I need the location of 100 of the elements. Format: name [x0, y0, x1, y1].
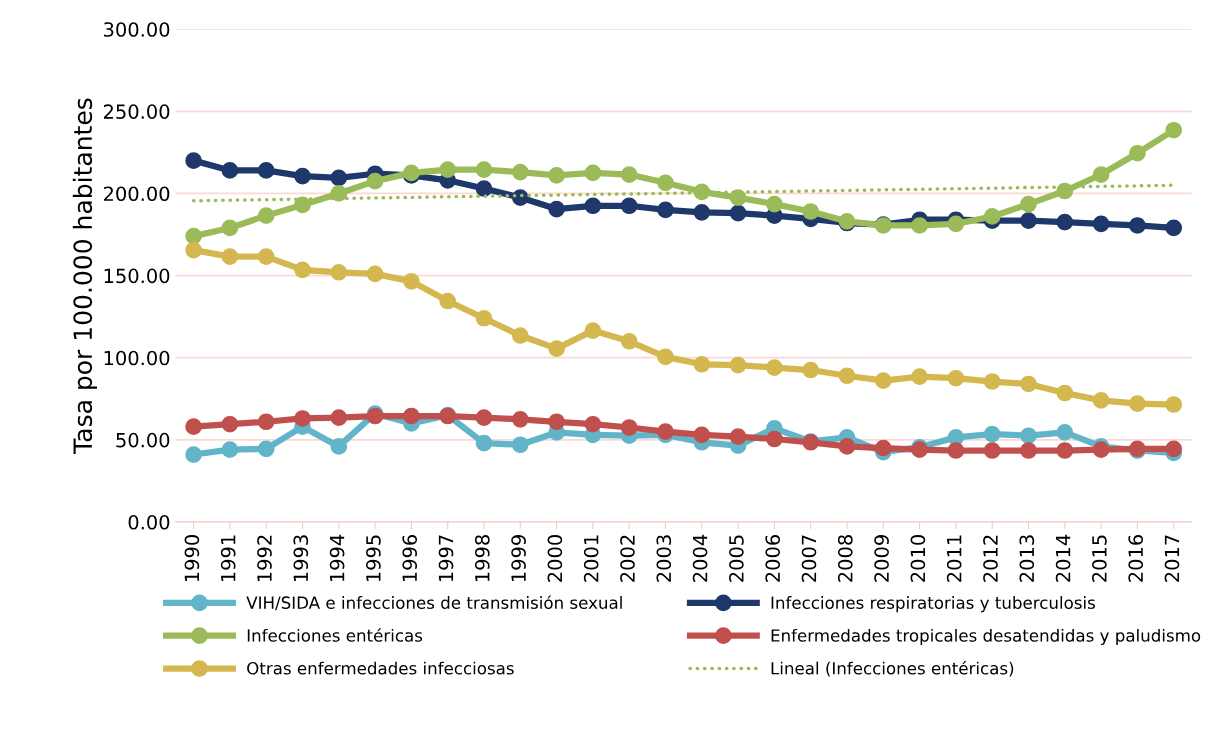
point	[1020, 375, 1037, 393]
point	[584, 322, 602, 339]
point	[475, 161, 493, 178]
x-tick-label: 1995	[366, 535, 381, 582]
point	[511, 436, 529, 454]
point	[1092, 166, 1110, 183]
point	[729, 204, 747, 222]
point	[294, 196, 311, 214]
point	[548, 413, 565, 431]
point	[221, 162, 239, 179]
y-axis-title: Tasa por 100.000 habitantes	[72, 98, 97, 454]
point	[1129, 395, 1146, 413]
x-tick-label: 2009	[874, 535, 889, 582]
point	[693, 204, 711, 221]
point	[548, 167, 565, 184]
point	[766, 195, 783, 213]
x-tick-label: 1998	[474, 535, 490, 582]
point	[185, 152, 202, 169]
point	[947, 215, 965, 233]
point	[584, 164, 602, 182]
point	[330, 438, 348, 455]
point	[257, 162, 275, 179]
point	[693, 355, 711, 373]
legend-label: Otras enfermedades infecciosas	[247, 661, 514, 675]
point	[1092, 392, 1110, 409]
point	[403, 272, 420, 290]
x-tick-label: 1994	[329, 534, 345, 582]
x-tick-label: 2017	[1164, 535, 1180, 582]
point	[620, 419, 638, 436]
point	[584, 415, 602, 433]
point	[257, 248, 275, 266]
x-tick-label: 2008	[837, 535, 853, 582]
point	[475, 434, 493, 452]
x-tick-label: 1990	[184, 535, 200, 582]
y-tick-label: 250.00	[103, 104, 170, 119]
point	[548, 340, 565, 358]
point	[511, 410, 529, 428]
x-tick-label: 2012	[983, 535, 998, 582]
x-tick-label: 1992	[257, 535, 272, 582]
point	[294, 410, 311, 427]
point	[1056, 424, 1074, 441]
point	[221, 248, 239, 266]
point	[947, 442, 965, 459]
point	[403, 407, 420, 425]
x-tick-label: 2016	[1128, 534, 1144, 582]
x-tick-label: 2000	[547, 535, 563, 582]
point	[1165, 219, 1183, 237]
point	[1020, 442, 1037, 459]
x-tick-label: 2010	[910, 535, 926, 582]
point	[185, 241, 202, 259]
point	[330, 169, 348, 187]
point	[1092, 441, 1110, 459]
point	[330, 185, 348, 202]
point	[1056, 213, 1074, 231]
point	[657, 201, 674, 219]
point	[1129, 144, 1146, 162]
point	[766, 430, 783, 448]
point	[874, 372, 892, 390]
point	[620, 332, 638, 350]
x-tick-label: 1999	[511, 535, 526, 582]
x-tick-label: 2006	[765, 534, 781, 582]
point	[657, 174, 674, 192]
point	[221, 441, 239, 459]
point	[366, 172, 384, 190]
point	[802, 361, 820, 379]
legend-label: Enfermedades tropicales desatendidas y paludismo	[771, 628, 1201, 646]
point	[221, 219, 239, 237]
point	[802, 203, 820, 220]
point	[1020, 195, 1037, 213]
point	[1020, 212, 1037, 229]
x-tick-label: 1997	[438, 535, 454, 582]
point	[475, 409, 493, 426]
point	[221, 415, 239, 433]
point	[911, 217, 928, 234]
x-tick-label: 1991	[220, 535, 236, 582]
legend-label: Lineal (Infecciones entéricas)	[771, 661, 1014, 677]
point	[1020, 427, 1037, 445]
x-tick-label: 1996	[402, 534, 418, 582]
x-tick-label: 2014	[1055, 534, 1071, 582]
x-tick-label: 1993	[293, 535, 309, 582]
point	[874, 439, 892, 457]
y-tick-label: 50.00	[116, 432, 170, 448]
point	[475, 309, 493, 327]
legend-label: VIH/SIDA e infecciones de transmisión sexual	[246, 595, 622, 611]
point	[657, 423, 674, 440]
point	[838, 367, 856, 385]
point	[439, 292, 457, 310]
point	[185, 227, 202, 245]
point	[294, 167, 311, 185]
point	[1165, 396, 1183, 413]
point	[330, 263, 348, 281]
point	[511, 163, 529, 181]
point	[1165, 440, 1183, 458]
point	[185, 446, 202, 463]
point	[620, 197, 638, 215]
x-tick-label: 2001	[583, 535, 599, 582]
point	[983, 373, 1001, 390]
y-tick-label: 200.00	[103, 186, 170, 202]
point	[838, 438, 856, 455]
point	[584, 197, 602, 215]
